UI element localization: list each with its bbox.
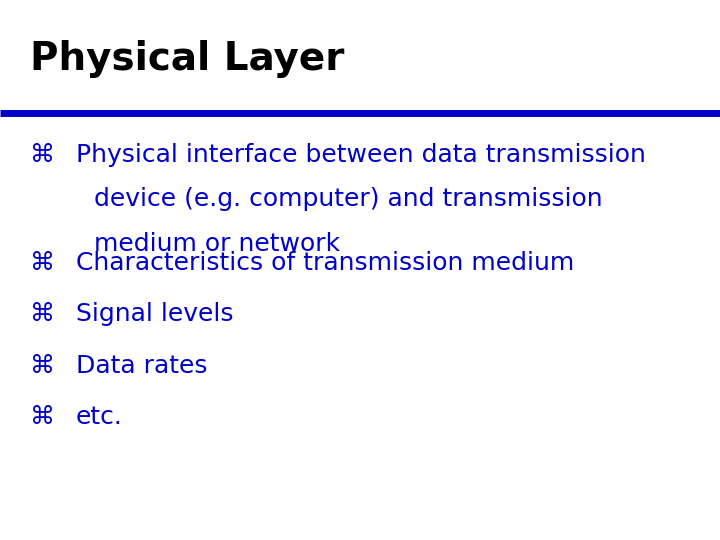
Text: medium or network: medium or network [94,232,340,255]
Text: Physical interface between data transmission: Physical interface between data transmis… [76,143,645,167]
Text: Signal levels: Signal levels [76,302,233,326]
Text: ⌘: ⌘ [30,405,55,429]
Text: etc.: etc. [76,405,122,429]
Text: ⌘: ⌘ [30,354,55,377]
Text: Physical Layer: Physical Layer [30,40,345,78]
Text: Data rates: Data rates [76,354,207,377]
Text: Characteristics of transmission medium: Characteristics of transmission medium [76,251,574,275]
Text: ⌘: ⌘ [30,302,55,326]
Text: ⌘: ⌘ [30,143,55,167]
Text: device (e.g. computer) and transmission: device (e.g. computer) and transmission [94,187,602,211]
Text: ⌘: ⌘ [30,251,55,275]
